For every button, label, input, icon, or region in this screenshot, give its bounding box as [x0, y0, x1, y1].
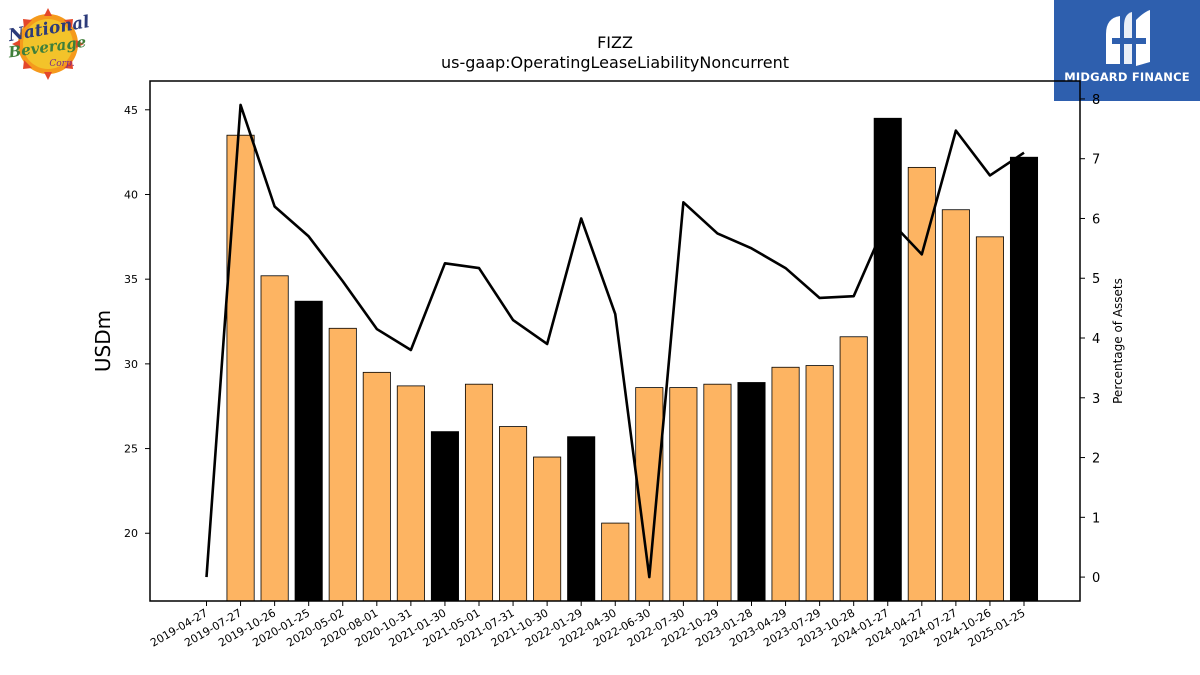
midgard-finance-emblem-icon — [1106, 10, 1150, 66]
bar-2024-01-27 — [873, 117, 902, 602]
percentage-of-assets-line — [205, 103, 1025, 579]
bar-2023-04-29 — [771, 366, 800, 602]
logo-left-line3: Corp. — [49, 59, 74, 69]
y2-tick-label: 6 — [1092, 212, 1100, 227]
bar-2019-07-27 — [226, 134, 255, 602]
y-tick-label: 25 — [124, 443, 138, 456]
bar-2023-01-28 — [737, 382, 766, 602]
y-tick-label: 45 — [124, 104, 138, 117]
bar-2024-07-27 — [941, 209, 970, 602]
bar-2019-10-26 — [260, 275, 289, 602]
national-beverage-logo: National Beverage Corp. — [4, 4, 94, 80]
y-tick-label: 40 — [124, 188, 138, 201]
bar-2020-10-31 — [396, 385, 425, 602]
y2-axis-label: Percentage of Assets — [1111, 278, 1125, 404]
bar-2022-01-29 — [567, 436, 596, 602]
line-layer — [205, 103, 1025, 579]
y2-tick-label: 0 — [1092, 571, 1100, 586]
bars-layer — [226, 117, 1039, 602]
bar-2022-10-29 — [703, 383, 732, 602]
bar-2025-01-25 — [1009, 156, 1039, 602]
y2-tick-label: 8 — [1092, 93, 1100, 108]
y-tick-label: 20 — [124, 527, 138, 540]
bar-2024-04-27 — [907, 166, 936, 602]
bar-2020-08-01 — [362, 371, 391, 602]
bar-2020-01-25 — [294, 300, 323, 602]
plot-frame — [149, 80, 1081, 602]
y2-tick-label: 1 — [1092, 511, 1100, 526]
bar-2022-04-30 — [601, 522, 630, 602]
y2-tick-label: 2 — [1092, 452, 1100, 467]
midgard-finance-wordmark: MIDGARD FINANCE — [1064, 70, 1190, 84]
midgard-finance-logo: MIDGARD FINANCE — [1054, 0, 1200, 101]
bar-2024-10-26 — [975, 236, 1004, 602]
y2-tick-label: 7 — [1092, 153, 1100, 168]
bar-2021-01-30 — [430, 431, 459, 602]
y2-tick-label: 4 — [1092, 332, 1100, 347]
y2-tick-label: 3 — [1092, 392, 1100, 407]
bar-2021-05-01 — [464, 383, 494, 602]
chart-subtitle: us-gaap:OperatingLeaseLiabilityNoncurren… — [441, 53, 789, 72]
bar-2023-07-29 — [805, 365, 834, 602]
y-tick-label: 35 — [124, 273, 138, 286]
bar-2021-07-31 — [499, 426, 528, 602]
y-tick-label: 30 — [124, 358, 138, 371]
bar-2021-10-30 — [533, 456, 562, 602]
y2-tick-label: 5 — [1092, 272, 1100, 287]
chart-title: FIZZ — [597, 33, 633, 52]
bar-2022-07-30 — [669, 387, 698, 602]
national-beverage-logo-graphic: National Beverage Corp. — [6, 8, 92, 80]
bar-2023-10-28 — [839, 336, 868, 602]
bar-2020-05-02 — [328, 327, 357, 602]
y-axis-label: USDm — [91, 310, 115, 372]
